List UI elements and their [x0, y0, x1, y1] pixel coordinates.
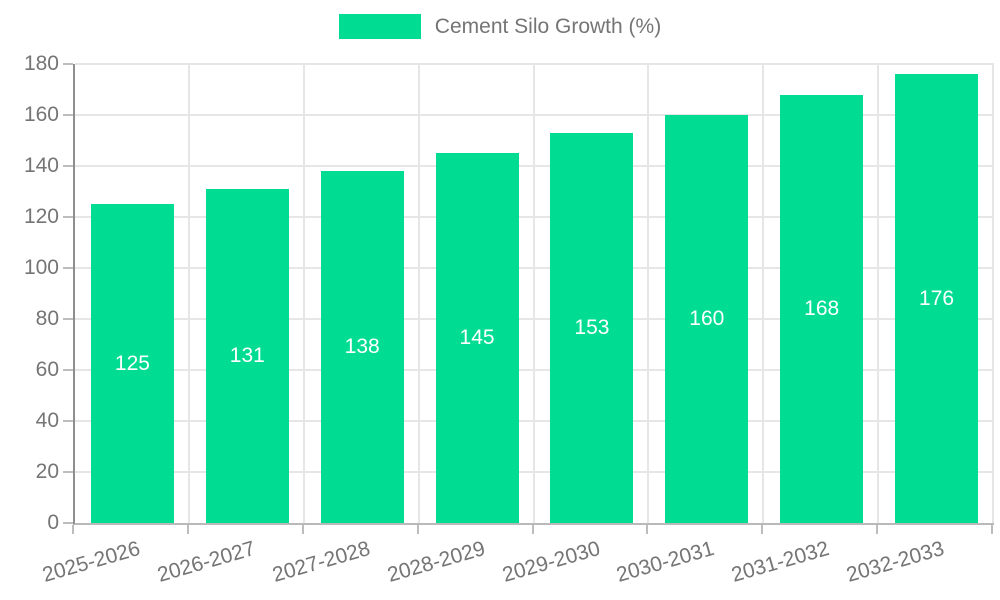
- x-axis-tick-mark: [646, 525, 649, 534]
- y-axis-tick-label: 180: [23, 52, 59, 75]
- gridline-vertical: [417, 64, 420, 523]
- y-axis-tick-label: 80: [35, 307, 59, 330]
- x-axis-tick-mark: [301, 525, 304, 534]
- y-axis-tick-label: 160: [23, 103, 59, 126]
- x-axis-tick-mark: [72, 525, 74, 534]
- y-axis-tick-mark: [63, 522, 73, 524]
- gridline-horizontal: [75, 420, 994, 422]
- x-axis-tick-label: 2025-2026: [39, 537, 143, 587]
- gridline-vertical: [647, 64, 650, 523]
- x-axis-tick-label: 2026-2027: [154, 537, 258, 587]
- y-axis-tick-mark: [63, 267, 73, 269]
- y-axis-tick-mark: [63, 420, 73, 422]
- x-axis-tick-label: 2027-2028: [269, 537, 373, 587]
- bar: 176: [895, 74, 979, 523]
- y-axis-tick-label: 140: [23, 154, 59, 177]
- y-axis-tick-mark: [63, 165, 73, 167]
- gridline-horizontal: [75, 114, 994, 116]
- gridline-horizontal: [75, 267, 994, 269]
- y-axis-tick-label: 120: [23, 205, 59, 228]
- x-axis-tick-label: 2032-2033: [844, 537, 947, 587]
- bar: 131: [205, 188, 289, 523]
- y-axis-tick-mark: [63, 63, 73, 65]
- x-axis-tick-label: 2028-2029: [384, 537, 488, 587]
- legend: Cement Silo Growth (%): [0, 14, 1000, 39]
- x-axis-tick-mark: [531, 525, 534, 534]
- gridline-horizontal: [75, 471, 994, 473]
- y-axis-tick-label: 0: [47, 511, 59, 534]
- bar-value-label: 168: [804, 296, 840, 320]
- bar: 125: [90, 204, 174, 523]
- y-axis-tick-mark: [63, 114, 73, 116]
- x-axis-tick-label: 2031-2032: [729, 537, 833, 587]
- legend-label: Cement Silo Growth (%): [434, 15, 662, 38]
- gridline-horizontal: [75, 369, 994, 371]
- gridline-vertical: [302, 64, 305, 523]
- bar: 145: [435, 153, 519, 523]
- x-axis-tick-mark: [186, 525, 189, 534]
- gridline-horizontal: [75, 165, 994, 167]
- bar: 160: [665, 115, 749, 523]
- x-axis-tick-mark: [991, 525, 993, 534]
- y-axis-tick-label: 100: [23, 256, 59, 279]
- x-axis-tick-label: 2029-2030: [499, 537, 603, 587]
- bar: 138: [320, 171, 404, 523]
- y-axis-tick-mark: [63, 471, 73, 473]
- y-axis-tick-label: 40: [35, 409, 59, 432]
- bar-value-label: 125: [114, 351, 150, 375]
- x-axis-tick-mark: [416, 525, 419, 534]
- bar-value-label: 131: [229, 343, 265, 367]
- gridline-horizontal: [75, 318, 994, 320]
- y-axis-tick-mark: [63, 318, 73, 320]
- legend-item[interactable]: Cement Silo Growth (%): [338, 14, 662, 39]
- gridline-vertical: [762, 64, 765, 523]
- bar-value-label: 153: [574, 315, 610, 339]
- bar: 168: [780, 94, 864, 523]
- gridline-vertical: [877, 64, 880, 523]
- y-axis-tick-label: 60: [35, 358, 59, 381]
- y-axis-tick-label: 20: [35, 460, 59, 483]
- gridline-horizontal: [75, 216, 994, 218]
- y-axis-tick-mark: [63, 216, 73, 218]
- gridline-horizontal: [75, 63, 994, 65]
- legend-swatch-icon: [338, 14, 421, 39]
- x-axis-tick-mark: [761, 525, 764, 534]
- bar: 153: [550, 132, 634, 523]
- bar-value-label: 176: [919, 286, 955, 310]
- gridline-vertical: [187, 64, 190, 523]
- bar-value-label: 145: [459, 326, 495, 350]
- x-axis-tick-mark: [876, 525, 879, 534]
- bar-value-label: 138: [344, 335, 380, 359]
- bar-value-label: 160: [689, 307, 725, 330]
- gridline-vertical: [532, 64, 535, 523]
- y-axis-tick-mark: [63, 369, 73, 371]
- x-axis-tick-label: 2030-2031: [614, 537, 718, 587]
- gridline-vertical: [992, 64, 994, 523]
- plot-area: 125 131 138 145 153 160 168 176: [73, 63, 994, 525]
